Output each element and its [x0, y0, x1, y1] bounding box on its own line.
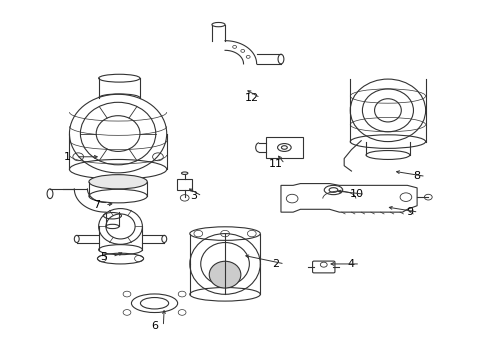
Text: 6: 6: [151, 321, 158, 332]
Text: 1: 1: [63, 152, 70, 162]
Text: 8: 8: [413, 171, 420, 181]
Text: 7: 7: [92, 200, 100, 210]
Ellipse shape: [209, 261, 241, 288]
Text: 10: 10: [348, 189, 363, 199]
Text: 12: 12: [244, 93, 258, 103]
Text: 3: 3: [189, 191, 197, 201]
Text: 11: 11: [268, 159, 283, 169]
Text: 9: 9: [406, 207, 412, 217]
Text: 5: 5: [100, 252, 107, 262]
Text: 2: 2: [272, 259, 279, 269]
Ellipse shape: [89, 175, 147, 189]
Text: 4: 4: [347, 259, 354, 269]
